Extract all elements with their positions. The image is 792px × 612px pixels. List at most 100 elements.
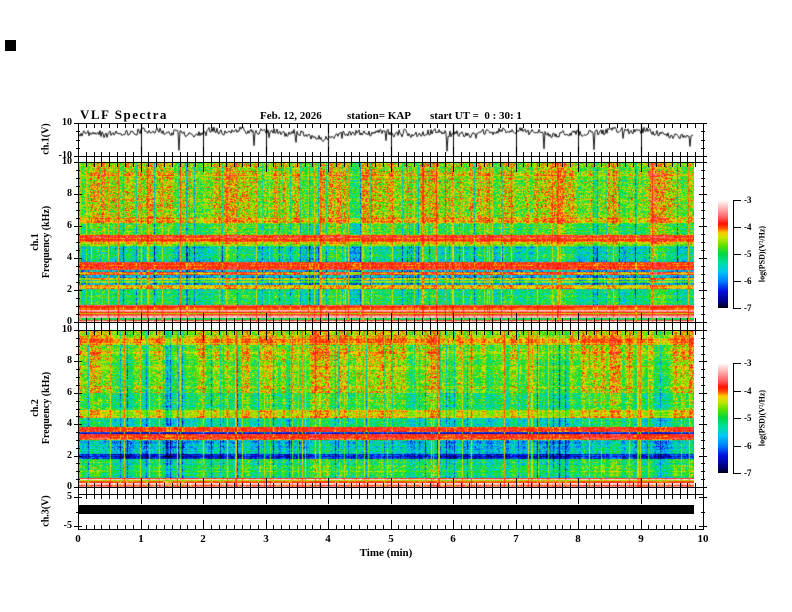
y-minor-tick	[701, 170, 705, 171]
x-major-tick	[453, 495, 454, 504]
x-gap-tick	[328, 487, 329, 494]
x-minor-tick	[156, 483, 157, 487]
x-minor-tick	[117, 163, 118, 167]
x-gap-tick	[523, 156, 524, 162]
x-major-tick	[141, 313, 142, 322]
x-minor-tick	[156, 331, 157, 335]
x-gap-tick	[687, 487, 688, 494]
x-minor-tick	[219, 152, 220, 156]
x-minor-tick	[219, 495, 220, 499]
colorbar-tick-label: -6	[744, 276, 752, 286]
x-gap-tick	[359, 322, 360, 330]
x-major-tick	[578, 124, 579, 133]
x-minor-tick	[406, 525, 407, 529]
x-gap-tick	[695, 322, 696, 330]
y-minor-tick	[76, 369, 80, 370]
x-gap-tick	[617, 156, 618, 162]
x-minor-tick	[508, 495, 509, 499]
y-minor-tick	[76, 298, 80, 299]
x-minor-tick	[226, 331, 227, 335]
x-minor-tick	[164, 152, 165, 156]
x-minor-tick	[148, 331, 149, 335]
y-minor-tick	[76, 314, 80, 315]
x-gap-tick	[86, 156, 87, 162]
colorbar-tick-label: -3	[744, 195, 752, 205]
x-minor-tick	[320, 124, 321, 128]
x-minor-tick	[320, 525, 321, 529]
x-minor-tick	[500, 525, 501, 529]
x-gap-tick	[203, 156, 204, 162]
x-minor-tick	[680, 525, 681, 529]
x-major-tick	[391, 478, 392, 487]
x-major-tick	[391, 313, 392, 322]
x-minor-tick	[211, 331, 212, 335]
x-gap-tick	[547, 156, 548, 162]
x-gap-tick	[562, 322, 563, 330]
x-minor-tick	[94, 124, 95, 128]
x-gap-tick	[406, 156, 407, 162]
x-gap-tick	[516, 156, 517, 162]
x-minor-tick	[297, 483, 298, 487]
x-gap-tick	[641, 487, 642, 494]
x-minor-tick	[367, 331, 368, 335]
x-gap-tick	[680, 322, 681, 330]
x-minor-tick	[422, 318, 423, 322]
y-minor-tick	[701, 512, 705, 513]
x-minor-tick	[437, 525, 438, 529]
x-minor-tick	[508, 152, 509, 156]
x-minor-tick	[437, 124, 438, 128]
x-minor-tick	[523, 483, 524, 487]
x-minor-tick	[133, 318, 134, 322]
x-minor-tick	[601, 152, 602, 156]
x-gap-tick	[101, 487, 102, 494]
ch1-spectrogram-canvas	[79, 163, 694, 322]
x-minor-tick	[156, 152, 157, 156]
y-minor-tick	[701, 377, 705, 378]
x-minor-tick	[351, 318, 352, 322]
colorbar-tick-label: -4	[744, 386, 752, 396]
x-minor-tick	[305, 163, 306, 167]
ch1-spec-y-tick-label: 6	[67, 220, 72, 231]
y-minor-tick	[701, 338, 705, 339]
x-minor-tick	[351, 525, 352, 529]
x-minor-tick	[297, 525, 298, 529]
x-minor-tick	[555, 124, 556, 128]
x-minor-tick	[414, 525, 415, 529]
x-minor-tick	[414, 152, 415, 156]
x-minor-tick	[484, 163, 485, 167]
x-minor-tick	[492, 331, 493, 335]
x-minor-tick	[86, 163, 87, 167]
x-minor-tick	[484, 483, 485, 487]
x-minor-tick	[289, 331, 290, 335]
x-minor-tick	[258, 152, 259, 156]
y-minor-tick	[701, 346, 705, 347]
x-minor-tick	[680, 318, 681, 322]
x-minor-tick	[476, 152, 477, 156]
x-minor-tick	[695, 331, 696, 335]
x-minor-tick	[469, 495, 470, 499]
x-minor-tick	[289, 124, 290, 128]
x-minor-tick	[672, 495, 673, 499]
colorbar-tick	[733, 200, 741, 201]
x-minor-tick	[492, 124, 493, 128]
x-gap-tick	[94, 322, 95, 330]
y-major-tick	[699, 361, 707, 362]
ch1-spec-y-tick-label: 10	[62, 156, 72, 167]
y-major-tick	[74, 361, 82, 362]
x-minor-tick	[594, 331, 595, 335]
x-major-tick	[516, 478, 517, 487]
x-minor-tick	[109, 331, 110, 335]
x-major-tick	[203, 313, 204, 322]
x-minor-tick	[344, 152, 345, 156]
x-minor-tick	[305, 152, 306, 156]
x-major-tick	[516, 124, 517, 133]
x-gap-tick	[461, 156, 462, 162]
x-minor-tick	[172, 124, 173, 128]
x-minor-tick	[664, 152, 665, 156]
x-minor-tick	[562, 124, 563, 128]
x-minor-tick	[312, 483, 313, 487]
x-minor-tick	[273, 525, 274, 529]
x-minor-tick	[101, 495, 102, 499]
x-minor-tick	[359, 495, 360, 499]
x-gap-tick	[594, 322, 595, 330]
